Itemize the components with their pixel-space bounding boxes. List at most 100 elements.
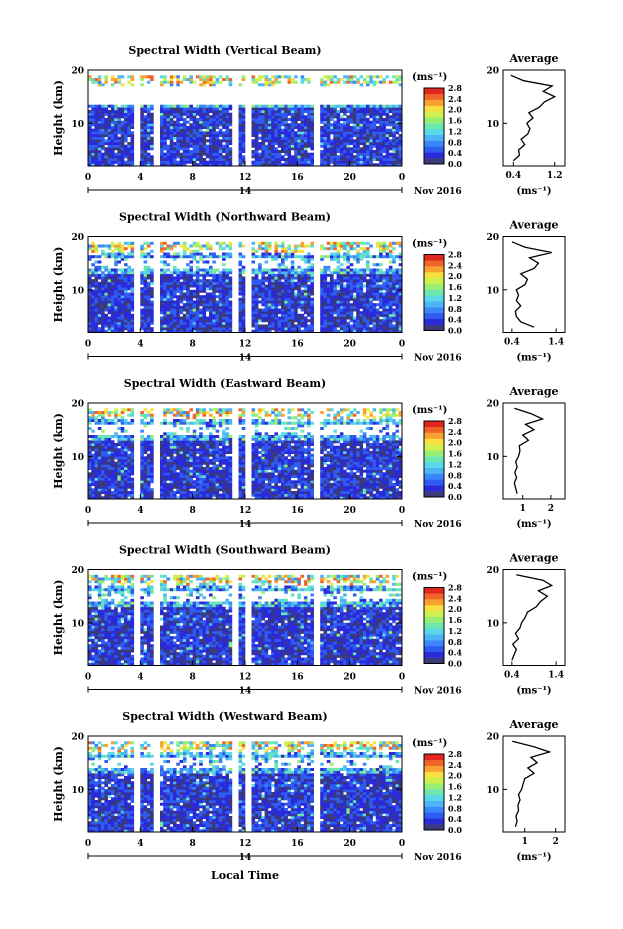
heatmap-cell <box>343 147 347 151</box>
heatmap-cell <box>179 144 184 148</box>
heatmap-cell <box>267 152 272 156</box>
heatmap-cell <box>130 451 135 454</box>
heatmap-cell <box>356 327 360 331</box>
heatmap-cell <box>104 411 108 414</box>
heatmap-cell <box>228 303 233 307</box>
heatmap-cell <box>356 279 360 283</box>
heatmap-cell <box>192 319 197 323</box>
heatmap-cell <box>88 295 92 299</box>
heatmap-cell <box>326 273 331 277</box>
heatmap-cell <box>254 118 259 121</box>
heatmap-cell <box>186 134 190 137</box>
heatmap-cell <box>297 281 301 285</box>
heatmap-cell <box>186 131 190 135</box>
panel-title: Spectral Width (Vertical Beam) <box>128 44 321 57</box>
heatmap-cell <box>205 255 210 259</box>
heatmap-cell <box>274 118 278 121</box>
heatmap-cell <box>258 120 262 124</box>
heatmap-cell <box>140 324 144 328</box>
heatmap-cell <box>310 263 314 267</box>
heatmap-cell <box>101 413 105 417</box>
heatmap-cell <box>166 126 171 129</box>
heatmap-cell <box>117 155 121 159</box>
heatmap-cell <box>271 110 275 113</box>
heatmap-cell <box>124 459 128 462</box>
heatmap-cell <box>114 456 118 460</box>
heatmap-cell <box>294 112 298 116</box>
heatmap-cell <box>392 144 396 148</box>
heatmap-cell <box>379 128 383 132</box>
heatmap-cell <box>281 241 285 245</box>
heatmap-cell <box>284 319 288 323</box>
heatmap-cell <box>97 480 102 484</box>
heatmap-cell <box>382 118 386 121</box>
heatmap-cell <box>258 289 262 293</box>
heatmap-cell <box>372 271 377 275</box>
heatmap-cell <box>163 160 167 164</box>
heatmap-cell <box>267 158 272 161</box>
heatmap-cell <box>173 120 177 124</box>
heatmap-cell <box>101 311 105 315</box>
heatmap-cell <box>330 123 334 127</box>
heatmap-cell <box>267 313 272 317</box>
heatmap-cell <box>189 249 193 253</box>
heatmap-cell <box>307 107 311 111</box>
heatmap-cell <box>281 268 285 272</box>
heatmap-cell <box>173 311 177 315</box>
heatmap-cell <box>97 158 102 161</box>
heatmap-cell <box>382 281 386 285</box>
heatmap-cell <box>303 329 308 333</box>
heatmap-cell <box>91 297 95 301</box>
heatmap-cell <box>274 75 278 79</box>
heatmap-cell <box>222 308 226 312</box>
heatmap-cell <box>330 316 334 320</box>
heatmap-cell <box>205 118 210 121</box>
heatmap-cell <box>382 241 386 245</box>
heatmap-cell <box>290 316 295 320</box>
heatmap-cell <box>163 120 167 124</box>
heatmap-cell <box>94 440 99 444</box>
heatmap-cell <box>143 316 148 320</box>
heatmap-cell <box>101 276 105 280</box>
heatmap-cell <box>104 437 108 441</box>
heatmap-cell <box>173 257 177 261</box>
heatmap-cell <box>114 104 118 108</box>
heatmap-cell <box>140 83 144 87</box>
heatmap-cell <box>359 303 364 307</box>
heatmap-cell <box>143 483 148 486</box>
heatmap-cell <box>330 247 334 251</box>
heatmap-cell <box>124 150 128 153</box>
heatmap-cell <box>346 295 350 299</box>
heatmap-cell <box>326 163 331 167</box>
heatmap-cell <box>254 78 259 81</box>
heatmap-cell <box>215 104 220 108</box>
heatmap-cell <box>107 287 112 291</box>
heatmap-cell <box>294 142 298 145</box>
heatmap-cell <box>369 163 373 167</box>
heatmap-cell <box>130 419 135 422</box>
heatmap-cell <box>114 244 118 248</box>
heatmap-cell <box>195 271 200 275</box>
heatmap-cell <box>251 279 256 283</box>
heatmap-cell <box>284 131 288 135</box>
heatmap-cell <box>130 75 135 79</box>
heatmap-cell <box>91 456 95 460</box>
heatmap-cell <box>202 163 207 167</box>
heatmap-cell <box>192 327 197 331</box>
heatmap-cell <box>336 329 341 333</box>
heatmap-cell <box>91 104 95 108</box>
heatmap-cell <box>343 279 347 283</box>
heatmap-cell <box>218 150 223 153</box>
heatmap-cell <box>130 150 135 153</box>
heatmap-cell <box>88 456 92 460</box>
heatmap-cell <box>281 244 285 248</box>
heatmap-cell <box>349 263 354 267</box>
heatmap-cell <box>114 289 118 293</box>
heatmap-cell <box>94 118 99 121</box>
heatmap-cell <box>140 461 144 465</box>
heatmap-cell <box>264 131 269 135</box>
heatmap-cell <box>362 271 367 275</box>
heatmap-cell <box>359 257 364 261</box>
heatmap-cell <box>274 273 278 277</box>
heatmap-cell <box>117 496 121 500</box>
